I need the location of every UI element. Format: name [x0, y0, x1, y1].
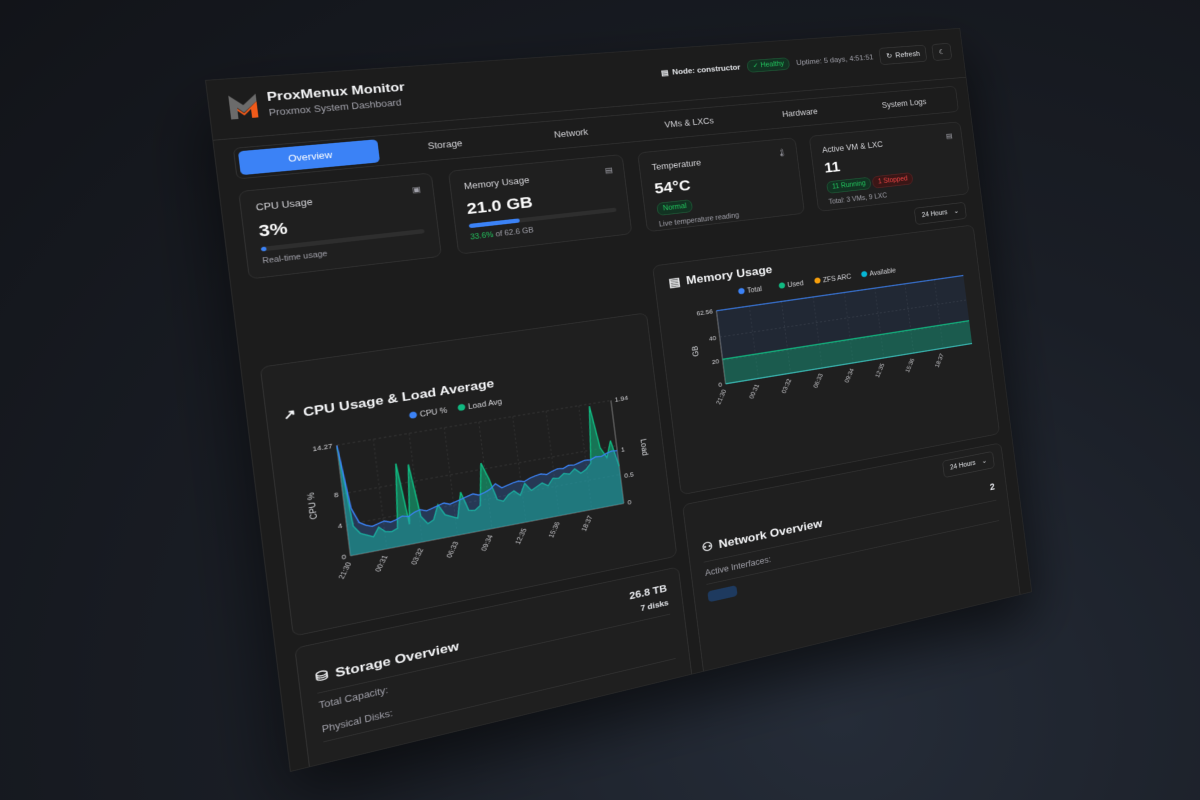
memory-progress-fill	[468, 218, 521, 229]
memory-total: of 62.6 GB	[495, 226, 535, 239]
x-tick-label: 06:33	[445, 540, 461, 559]
theme-toggle-button[interactable]: ☾	[931, 42, 953, 61]
legend-label: ZFS ARC	[822, 273, 851, 284]
network-icon: ⚇	[701, 539, 714, 555]
legend-label: Total	[747, 285, 763, 295]
y-axis-title: GB	[691, 345, 702, 357]
legend-label: CPU %	[419, 406, 448, 419]
legend-label: Load Avg	[468, 397, 503, 411]
chevron-down-icon: ⌄	[953, 207, 960, 216]
x-tick-label: 03:32	[409, 547, 425, 565]
legend-dot	[814, 277, 821, 284]
x-tick-label: 06:33	[812, 372, 825, 389]
y2-tick-label: 1	[621, 446, 626, 454]
y-tick-label: 0	[341, 553, 347, 562]
memory-icon: ▤	[604, 166, 614, 175]
health-status: Healthy	[760, 60, 785, 70]
tab-system-logs[interactable]: System Logs	[881, 97, 927, 110]
cpu-usage-card: CPU Usage ▣ 3% Real-time usage	[238, 172, 442, 280]
refresh-label: Refresh	[894, 49, 921, 60]
physical-disks-value: 7 disks	[640, 598, 670, 614]
brand: ProxMenux Monitor Proxmox System Dashboa…	[226, 80, 407, 121]
hard-drive-icon: ⛁	[314, 667, 330, 685]
memory-chart-card: ▤ Memory Usage Total Used ZFS ARC Available 0…	[652, 224, 1000, 496]
legend-dot	[737, 287, 745, 295]
tab-vms-lxcs[interactable]: VMs & LXCs	[663, 116, 715, 130]
x-tick-label: 00:31	[748, 383, 761, 400]
time-range-select[interactable]: 24 Hours ⌄	[913, 201, 967, 225]
dashboard-window: ProxMenux Monitor Proxmox System Dashboa…	[205, 28, 1033, 772]
tab-network[interactable]: Network	[553, 127, 589, 140]
active-vm-lxc-card: Active VM & LXC ▤ 11 11 Running 1 Stopped…	[808, 121, 970, 212]
legend-label: Available	[869, 266, 896, 277]
memory-chart: Total Used ZFS ARC Available 0 20 40 62.56 21:30…	[691, 266, 983, 405]
x-tick-label: 21:30	[337, 561, 354, 580]
cpu-icon: ▣	[411, 185, 422, 195]
x-tick-label: 12:35	[513, 527, 528, 545]
stopped-badge: 1 Stopped	[872, 172, 914, 189]
header: ProxMenux Monitor Proxmox System Dashboa…	[206, 28, 967, 141]
x-tick-label: 00:31	[373, 554, 389, 572]
legend-dot	[778, 282, 786, 289]
x-tick-label: 09:34	[479, 533, 494, 551]
y2-tick-label: 0.5	[624, 471, 635, 480]
y2-tick-label: 0	[627, 498, 632, 506]
chevron-down-icon: ⌄	[981, 457, 988, 466]
server-icon: ▤	[945, 132, 954, 141]
temperature-value: 54°C	[653, 176, 692, 198]
y-tick-label: 40	[709, 334, 718, 342]
cpu-chart-card: ↗ CPU Usage & Load Average CPU % Load Avg 0…	[259, 312, 678, 637]
x-tick-label: 12:35	[874, 362, 886, 378]
y-tick-label: 0	[718, 381, 723, 389]
refresh-button[interactable]: ↻ Refresh	[878, 44, 928, 66]
refresh-icon: ↻	[885, 52, 893, 61]
uptime: Uptime: 5 days, 4:51:51	[795, 53, 874, 67]
node-name: Node: constructor	[671, 63, 741, 77]
tab-storage[interactable]: Storage	[427, 138, 463, 152]
active-interfaces-count: 2	[989, 481, 996, 493]
server-icon: ▤	[660, 68, 670, 78]
health-badge: ✓ Healthy	[746, 57, 791, 73]
y-tick-label: 62.56	[696, 308, 714, 317]
memory-percent: 33.6%	[469, 231, 494, 242]
cpu-percent-area	[336, 400, 624, 556]
legend-dot	[408, 411, 418, 419]
y-axis-title: CPU %	[305, 491, 320, 520]
x-tick-label: 15:36	[904, 357, 916, 373]
tab-overview[interactable]: Overview	[237, 139, 381, 176]
x-tick-label: 18:37	[934, 353, 946, 369]
y-tick-label: 8	[334, 491, 340, 500]
thermometer-icon: 🌡	[776, 148, 788, 158]
total-capacity-value: 26.8 TB	[628, 582, 668, 602]
legend-label: Used	[787, 279, 804, 289]
x-tick-label: 18:37	[580, 515, 594, 532]
y2-axis-title: Load	[638, 438, 650, 456]
proxmenux-logo-icon	[228, 93, 259, 120]
x-tick-label: 03:32	[780, 378, 793, 394]
network-time-range-select[interactable]: 24 Hours ⌄	[942, 451, 995, 478]
interface-badge	[707, 585, 738, 603]
time-range-value: 24 Hours	[921, 209, 948, 220]
tab-hardware[interactable]: Hardware	[781, 106, 819, 119]
legend-dot	[860, 270, 868, 278]
memory-usage-card: Memory Usage ▤ 21.0 GB 33.6% of 62.6 GB	[448, 154, 633, 255]
legend-dot	[457, 403, 466, 412]
cpu-progress-fill	[260, 246, 267, 252]
temperature-card: Temperature 🌡 54°C Normal Live temperatu…	[637, 137, 805, 233]
x-tick-label: 15:36	[547, 521, 562, 539]
running-badge: 11 Running	[826, 176, 872, 194]
cpu-sub: Real-time usage	[261, 250, 328, 266]
y-tick-label: 14.27	[312, 442, 333, 453]
x-tick-label: 21:30	[715, 388, 729, 405]
cpu-chart: CPU % Load Avg 0 4 8 14.27 21:30 00:31 03:32 06:3…	[305, 394, 650, 580]
x-tick-label: 09:34	[843, 367, 856, 384]
temperature-status-badge: Normal	[656, 199, 694, 216]
y-tick-label: 4	[337, 522, 343, 531]
y-tick-label: 20	[711, 358, 720, 366]
node-info: ▤ Node: constructor ✓ Healthy Uptime: 5 d…	[660, 42, 953, 82]
network-time-range-value: 24 Hours	[949, 459, 977, 472]
y2-tick-label: 1.94	[614, 394, 629, 403]
moon-icon: ☾	[938, 48, 946, 57]
